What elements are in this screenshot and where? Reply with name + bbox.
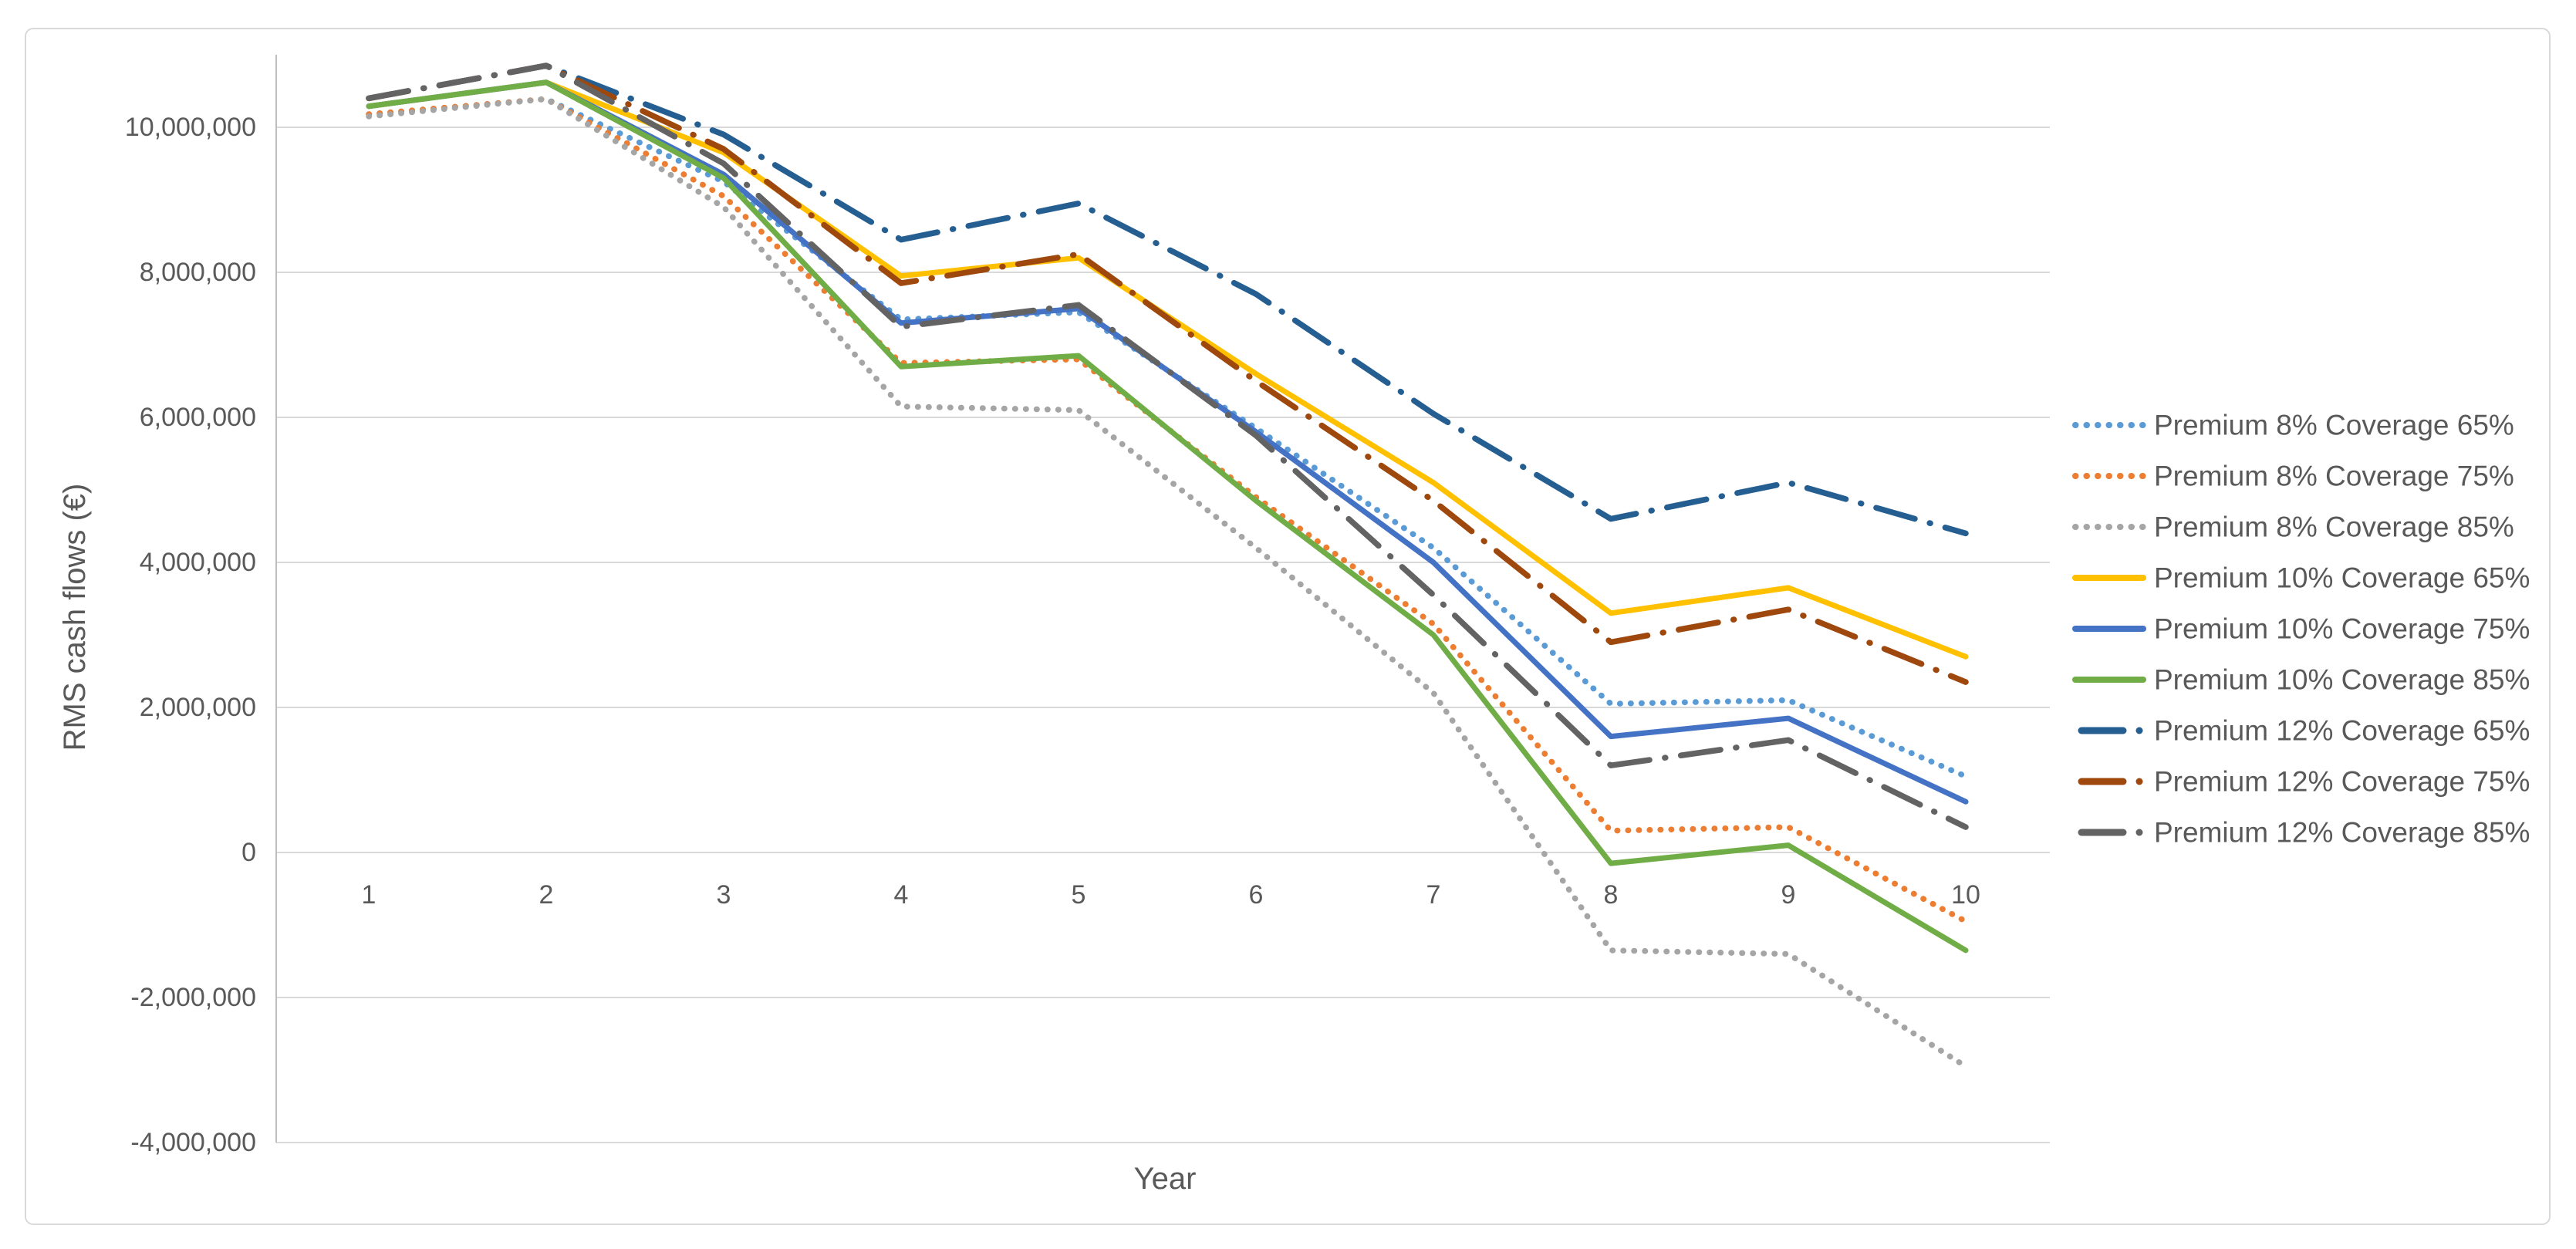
gridlines: 10,000,000 8,000,000 6,000,000 4,000,000 2,0… (125, 113, 2050, 1157)
legend-item: Premium 10% Coverage 85% (2072, 664, 2530, 696)
series-lines (366, 62, 1969, 1070)
legend-marker-dot (2135, 829, 2143, 836)
legend-item-label: Premium 8% Coverage 75% (2154, 461, 2514, 492)
x-tick-label: 7 (1426, 880, 1441, 910)
legend-item-label: Premium 10% Coverage 65% (2154, 562, 2530, 594)
y-tick-label: 8,000,000 (140, 258, 256, 287)
legend-item: Premium 12% Coverage 85% (2078, 817, 2530, 849)
x-tick-label: 1 (362, 880, 376, 910)
x-tick-label: 9 (1781, 880, 1796, 910)
legend: Premium 8% Coverage 65% Premium 8% Covera… (2072, 410, 2530, 849)
x-tick-labels: 1 2 3 4 5 6 7 8 9 10 (362, 880, 1980, 910)
legend-marker-dot (2135, 778, 2143, 785)
series-line-7 (366, 62, 1969, 685)
legend-item-label: Premium 12% Coverage 75% (2154, 766, 2530, 798)
y-tick-label: -2,000,000 (130, 983, 256, 1012)
y-tick-label: 4,000,000 (140, 548, 256, 577)
x-tick-label: 6 (1249, 880, 1264, 910)
x-tick-label: 3 (717, 880, 731, 910)
y-tick-label: 10,000,000 (125, 113, 256, 142)
series-line-6 (366, 62, 1969, 537)
legend-item: Premium 10% Coverage 65% (2072, 562, 2530, 594)
x-tick-label: 4 (894, 880, 909, 910)
legend-item: Premium 12% Coverage 65% (2078, 715, 2530, 747)
y-tick-label: 6,000,000 (140, 403, 256, 432)
legend-item-label: Premium 12% Coverage 85% (2154, 817, 2530, 849)
y-axis-title: RMS cash flows (€) (58, 484, 92, 751)
legend-item: Premium 12% Coverage 75% (2078, 766, 2530, 798)
series-line-8 (366, 62, 1969, 830)
y-tick-label: 0 (241, 838, 256, 867)
x-tick-label: 5 (1072, 880, 1086, 910)
legend-item-label: Premium 10% Coverage 75% (2154, 613, 2530, 645)
series-line-1 (366, 96, 1969, 925)
x-tick-label: 10 (1951, 880, 1980, 910)
x-tick-label: 8 (1604, 880, 1619, 910)
x-tick-label: 2 (539, 880, 554, 910)
legend-item: Premium 8% Coverage 85% (2072, 511, 2514, 543)
series-line-2 (366, 96, 1969, 1070)
legend-item: Premium 8% Coverage 65% (2072, 410, 2514, 441)
x-axis-title: Year (1134, 1162, 1197, 1196)
y-tick-label: -4,000,000 (130, 1128, 256, 1157)
legend-item: Premium 10% Coverage 75% (2072, 613, 2530, 645)
series-line-5 (366, 79, 1969, 954)
legend-item-label: Premium 8% Coverage 65% (2154, 410, 2514, 441)
legend-item: Premium 8% Coverage 75% (2072, 461, 2514, 492)
legend-item-label: Premium 12% Coverage 65% (2154, 715, 2530, 747)
y-tick-label: 2,000,000 (140, 693, 256, 722)
legend-item-label: Premium 8% Coverage 85% (2154, 511, 2514, 543)
legend-marker-dot (2135, 727, 2143, 734)
legend-item-label: Premium 10% Coverage 85% (2154, 664, 2530, 696)
